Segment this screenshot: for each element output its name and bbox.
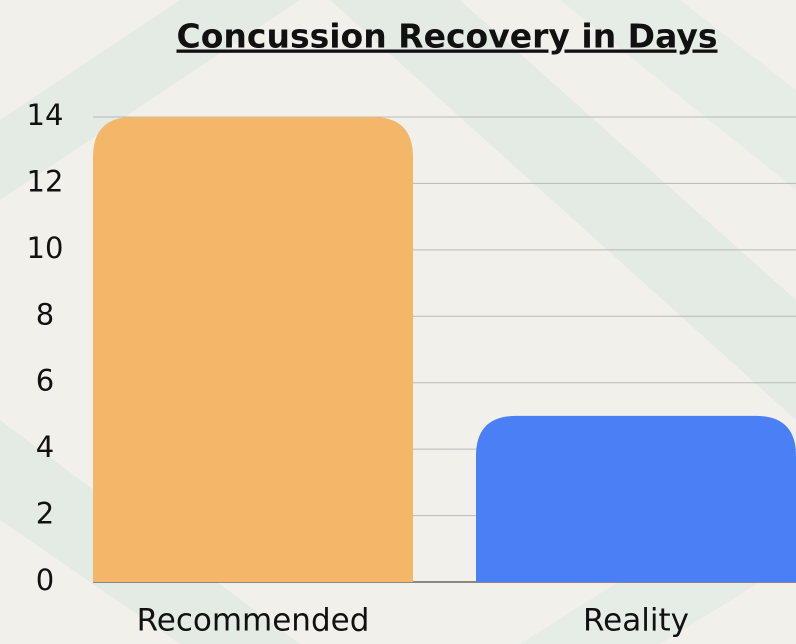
y-tick-label: 6 (36, 364, 54, 398)
y-tick-label: 12 (27, 164, 64, 198)
x-tick-label: Reality (583, 603, 689, 639)
y-tick-label: 8 (36, 297, 54, 331)
stripe (400, 470, 796, 644)
y-tick-label: 14 (27, 98, 64, 132)
y-tick-label: 2 (36, 497, 54, 531)
x-tick-label: Recommended (137, 603, 370, 639)
y-tick-label: 0 (36, 563, 54, 597)
chart-title: Concussion Recovery in Days (177, 17, 718, 56)
bar (476, 415, 796, 582)
stripe (0, 0, 300, 200)
stripe (560, 0, 796, 190)
y-tick-label: 4 (36, 430, 54, 464)
bar (93, 117, 413, 582)
y-tick-label: 10 (27, 231, 64, 265)
stripe (330, 0, 796, 420)
